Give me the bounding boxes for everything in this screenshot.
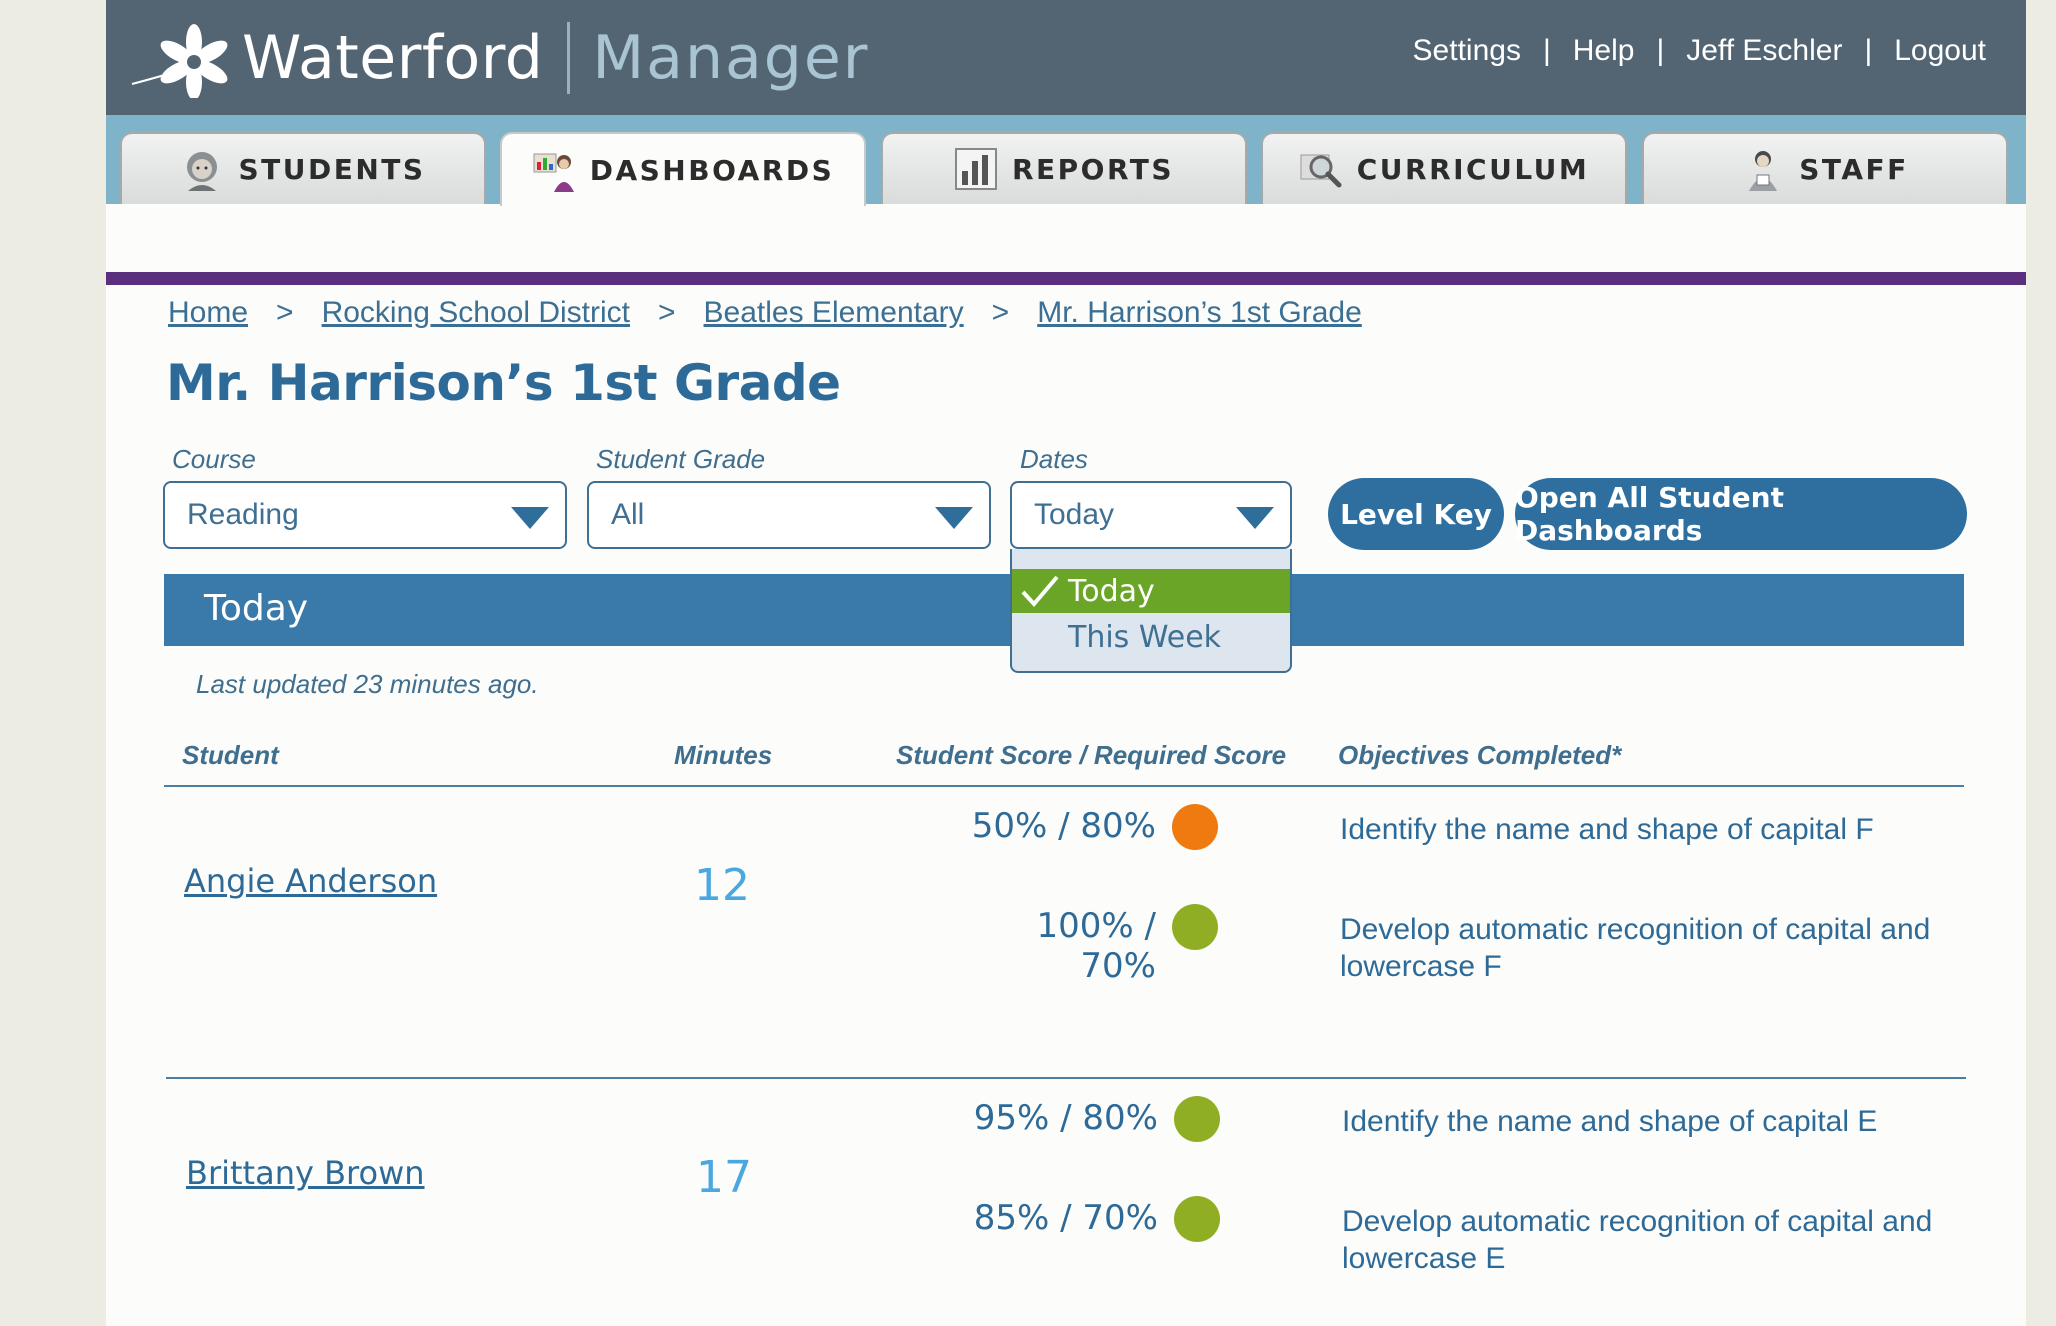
teacher-icon [1749, 151, 1778, 191]
breadcrumb-separator: > [276, 296, 294, 329]
tab-label: REPORTS [1011, 152, 1175, 186]
page-title: Mr. Harrison’s 1st Grade [166, 354, 841, 412]
app-window: Waterford Manager Settings | Help | Jeff… [106, 0, 2026, 1326]
accent-bar [106, 272, 2026, 285]
product-name: Manager [592, 22, 870, 93]
tab-label: CURRICULUM [1356, 152, 1590, 186]
nav-separator: | [1864, 34, 1873, 67]
level-key-button[interactable]: Level Key [1328, 478, 1504, 550]
open-all-dashboards-button[interactable]: Open All Student Dashboards [1515, 478, 1967, 550]
tab-reports[interactable]: REPORTS [881, 132, 1247, 204]
status-dot-green [1174, 1096, 1220, 1142]
grade-label: Student Grade [596, 444, 766, 474]
grade-select[interactable]: All [587, 481, 991, 549]
nav-separator: | [1656, 34, 1665, 67]
period-title: Today [204, 588, 309, 629]
score-value: 85% / 70% [973, 1198, 1158, 1238]
column-header-student: Student [182, 740, 279, 770]
last-updated-text: Last updated 23 minutes ago. [196, 669, 539, 699]
logout-link[interactable]: Logout [1894, 34, 1986, 67]
tab-bar: STUDENTS DASHBOARDS REPORTS C [106, 115, 2026, 206]
tab-label: STUDENTS [238, 152, 426, 186]
header-bar: Waterford Manager Settings | Help | Jeff… [106, 0, 2026, 115]
course-value: Reading [187, 498, 299, 531]
status-dot-green [1172, 904, 1218, 950]
option-label: Today [1068, 573, 1155, 609]
course-label: Course [172, 444, 256, 474]
status-dot-orange [1172, 804, 1218, 850]
student-name-link[interactable]: Angie Anderson [184, 862, 438, 900]
breadcrumb-separator: > [991, 296, 1010, 329]
objective-text: Identify the name and shape of capital F [1340, 813, 1874, 846]
objective-text: Develop automatic recognition of capital… [1342, 1205, 1933, 1275]
score-value: 50% / 80% [971, 806, 1156, 846]
minutes-value: 17 [696, 1152, 752, 1203]
dates-label: Dates [1020, 444, 1088, 474]
logo-divider [567, 21, 571, 94]
breadcrumb-school[interactable]: Beatles Elementary [703, 296, 964, 329]
nav-separator: | [1542, 34, 1551, 67]
column-header-minutes: Minutes [674, 740, 773, 770]
breadcrumb-class[interactable]: Mr. Harrison’s 1st Grade [1037, 296, 1362, 329]
settings-link[interactable]: Settings [1412, 34, 1521, 67]
user-name-link[interactable]: Jeff Eschler [1686, 34, 1843, 67]
dashboard-icon [533, 153, 574, 192]
dates-value: Today [1034, 498, 1115, 531]
dropdown-option-today[interactable]: Today [1012, 569, 1290, 613]
help-link[interactable]: Help [1572, 34, 1635, 67]
tab-students[interactable]: STUDENTS [120, 132, 486, 204]
objective-text: Develop automatic recognition of capital… [1340, 913, 1931, 983]
column-header-objectives: Objectives Completed* [1338, 740, 1622, 770]
score-value: 95% / 80% [973, 1098, 1158, 1138]
dates-dropdown-menu: Today This Week [1010, 549, 1292, 673]
breadcrumb: Home > Rocking School District > Beatles… [168, 296, 1362, 330]
tab-staff[interactable]: STAFF [1642, 132, 2008, 204]
magnifier-icon [1300, 154, 1342, 188]
table-header-divider [164, 785, 1964, 787]
row-divider [166, 1077, 1966, 1079]
student-icon [187, 152, 218, 191]
logo[interactable]: Waterford Manager [130, 0, 869, 115]
tab-label: STAFF [1799, 152, 1909, 186]
grade-value: All [611, 498, 645, 531]
checkmark-icon [1012, 569, 1068, 613]
tab-label: DASHBOARDS [589, 153, 835, 187]
logo-text: Waterford [242, 22, 544, 93]
top-nav: Settings | Help | Jeff Eschler | Logout [1413, 0, 1986, 102]
breadcrumb-separator: > [658, 296, 676, 329]
tab-dashboards[interactable]: DASHBOARDS [500, 132, 866, 206]
flower-logo-icon [131, 23, 228, 98]
course-select[interactable]: Reading [163, 481, 567, 549]
score-value: 100% / 70% [1036, 906, 1156, 986]
chevron-down-icon [511, 507, 549, 529]
chevron-down-icon [935, 507, 973, 529]
objective-text: Identify the name and shape of capital E [1342, 1105, 1878, 1138]
dates-select[interactable]: Today [1010, 481, 1292, 549]
breadcrumb-district[interactable]: Rocking School District [321, 296, 630, 329]
column-header-score: Student Score / Required Score [896, 740, 1287, 770]
breadcrumb-home[interactable]: Home [168, 296, 249, 329]
chevron-down-icon [1236, 507, 1274, 529]
dropdown-option-this-week[interactable]: This Week [1012, 615, 1290, 659]
student-name-link[interactable]: Brittany Brown [186, 1154, 425, 1192]
status-dot-green [1174, 1196, 1220, 1242]
tab-curriculum[interactable]: CURRICULUM [1261, 132, 1627, 204]
minutes-value: 12 [694, 860, 750, 911]
bar-chart-icon [954, 148, 997, 190]
option-label: This Week [1068, 619, 1222, 655]
